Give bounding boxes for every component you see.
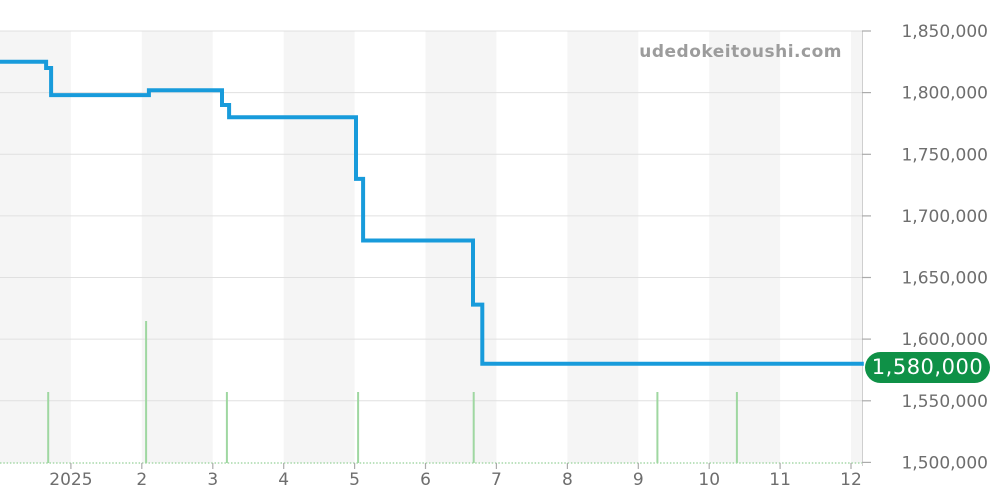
x-tick-label: 7 xyxy=(491,470,502,490)
y-tick-label: 1,550,000 xyxy=(901,392,988,412)
x-tick-label: 10 xyxy=(698,470,720,490)
y-tick-label: 1,500,000 xyxy=(901,453,988,473)
event-spike xyxy=(145,321,148,463)
y-tick-label: 1,800,000 xyxy=(901,84,988,104)
x-tick-label: 6 xyxy=(420,470,431,490)
x-tick-labels: 2025 2 3 4 5 6 7 8 9 10 11 12 xyxy=(49,470,862,490)
x-tick-label: 9 xyxy=(633,470,644,490)
y-tick-labels: 1,850,000 1,800,000 1,750,000 1,700,000 1,65… xyxy=(901,22,988,473)
y-tick-label: 1,850,000 xyxy=(901,22,988,42)
event-spike xyxy=(656,392,659,463)
event-spike xyxy=(47,392,50,463)
event-spike xyxy=(735,392,738,463)
month-band xyxy=(567,31,639,463)
x-tick-label: 2025 xyxy=(49,470,92,490)
month-band xyxy=(0,31,71,463)
y-ticks xyxy=(862,30,871,463)
x-tick-label: 5 xyxy=(349,470,360,490)
x-tick-label: 2 xyxy=(136,470,147,490)
y-tick-label: 1,750,000 xyxy=(901,145,988,165)
x-tick-label: 3 xyxy=(207,470,218,490)
x-tick-label: 8 xyxy=(562,470,573,490)
gridlines xyxy=(0,30,862,402)
y-tick-label: 1,600,000 xyxy=(901,330,988,350)
volume-spikes xyxy=(47,321,738,463)
watermark: udedokeitoushi.com xyxy=(639,42,842,62)
price-line xyxy=(0,59,864,366)
x-tick-label: 4 xyxy=(278,470,289,490)
x-tick-label: 12 xyxy=(840,470,862,490)
event-spike xyxy=(472,392,475,463)
background-bands xyxy=(0,31,862,463)
current-price-badge: 1,580,000 xyxy=(865,352,990,383)
y-tick-label: 1,650,000 xyxy=(901,269,988,289)
month-band xyxy=(709,31,781,463)
month-band xyxy=(141,31,213,463)
event-spike xyxy=(357,392,360,463)
x-ticks xyxy=(70,463,852,469)
x-tick-label: 11 xyxy=(769,470,791,490)
y-tick-label: 1,700,000 xyxy=(901,207,988,227)
month-band xyxy=(283,31,355,463)
event-spike xyxy=(225,392,228,463)
month-band xyxy=(425,31,497,463)
month-band xyxy=(851,31,862,463)
